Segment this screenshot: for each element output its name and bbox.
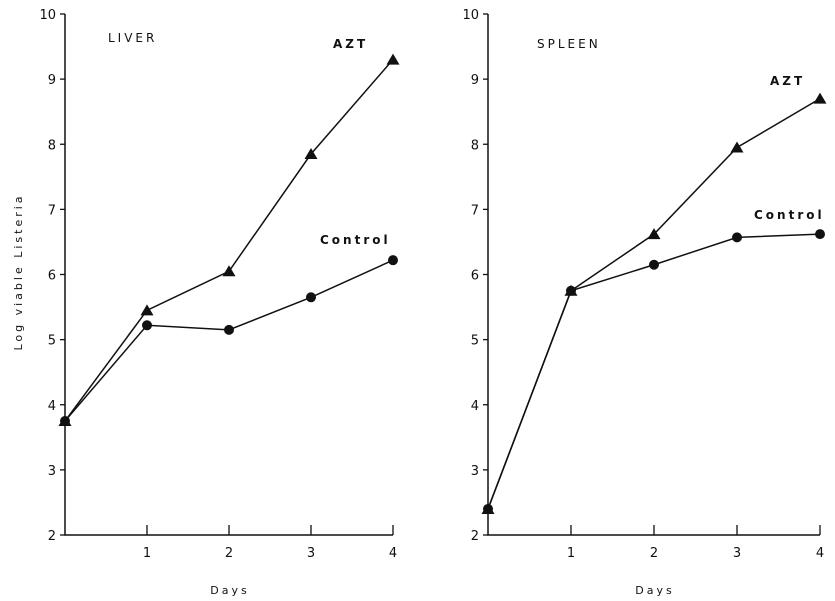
spleen-x-ticks: 1 2 3 4 <box>567 525 824 561</box>
spleen-azt-label: AZT <box>770 74 805 88</box>
liver-y-tick-label: 5 <box>48 334 56 349</box>
liver-chart: 2 3 4 5 6 7 8 9 10 1 2 3 4 LIVER Days Log viable Li… <box>12 8 400 597</box>
spleen-y-tick-label: 6 <box>471 269 479 284</box>
spleen-x-tick-label: 2 <box>650 546 658 561</box>
liver-y-tick-label: 6 <box>48 269 56 284</box>
liver-control-point <box>306 292 316 303</box>
liver-azt-point <box>140 304 154 316</box>
spleen-azt-point <box>647 228 661 240</box>
liver-control-point <box>142 320 152 331</box>
liver-azt-point <box>222 265 236 277</box>
spleen-y-tick-label: 4 <box>471 399 479 414</box>
liver-y-tick-label: 8 <box>48 138 56 153</box>
liver-x-axis-label: Days <box>210 584 249 597</box>
spleen-azt-point <box>813 92 827 104</box>
spleen-x-axis-label: Days <box>635 584 674 597</box>
spleen-control-point <box>566 285 576 296</box>
liver-title: LIVER <box>108 31 157 45</box>
liver-x-ticks: 1 2 3 4 <box>143 525 397 561</box>
liver-y-tick-label: 4 <box>48 399 56 414</box>
liver-control-point <box>60 416 70 427</box>
liver-y-ticks: 2 3 4 5 6 7 8 9 10 <box>39 8 65 544</box>
liver-series <box>58 53 400 427</box>
liver-x-tick-label: 2 <box>225 546 233 561</box>
spleen-control-point <box>483 503 493 514</box>
spleen-x-tick-label: 4 <box>816 546 824 561</box>
spleen-y-tick-label: 2 <box>471 529 479 544</box>
spleen-y-tick-label: 5 <box>471 334 479 349</box>
spleen-y-tick-label: 7 <box>471 203 479 218</box>
spleen-series <box>481 92 827 514</box>
liver-azt-point <box>386 53 400 65</box>
spleen-chart: 2 3 4 5 6 7 8 9 10 1 2 3 4 SPLEEN Days AZT Control <box>462 8 827 597</box>
spleen-control-line <box>487 233 821 510</box>
spleen-axes <box>487 14 820 536</box>
spleen-control-point <box>649 259 659 270</box>
spleen-y-ticks: 2 3 4 5 6 7 8 9 10 <box>462 8 488 544</box>
spleen-y-tick-label: 10 <box>462 8 479 23</box>
liver-control-line <box>64 259 394 422</box>
liver-y-tick-label: 2 <box>48 529 56 544</box>
liver-control-point <box>388 255 398 266</box>
liver-x-tick-label: 4 <box>389 546 397 561</box>
spleen-control-label: Control <box>754 208 825 222</box>
liver-control-point <box>224 324 234 335</box>
spleen-x-tick-label: 3 <box>733 546 741 561</box>
spleen-azt-line <box>487 98 821 510</box>
liver-x-tick-label: 3 <box>307 546 315 561</box>
liver-y-tick-label: 10 <box>39 8 56 23</box>
liver-control-label: Control <box>320 233 391 247</box>
spleen-y-tick-label: 3 <box>471 464 479 479</box>
spleen-title: SPLEEN <box>537 37 601 51</box>
spleen-azt-point <box>730 141 744 153</box>
liver-x-tick-label: 1 <box>143 546 151 561</box>
liver-y-axis-label: Log viable Listeria <box>12 193 25 350</box>
liver-azt-point <box>304 148 318 160</box>
spleen-control-point <box>815 229 825 240</box>
liver-y-tick-label: 9 <box>48 73 56 88</box>
spleen-control-point <box>732 232 742 243</box>
spleen-y-tick-label: 9 <box>471 73 479 88</box>
spleen-y-tick-label: 8 <box>471 138 479 153</box>
spleen-x-tick-label: 1 <box>567 546 575 561</box>
liver-azt-label: AZT <box>333 37 368 51</box>
liver-y-tick-label: 3 <box>48 464 56 479</box>
liver-y-tick-label: 7 <box>48 203 56 218</box>
